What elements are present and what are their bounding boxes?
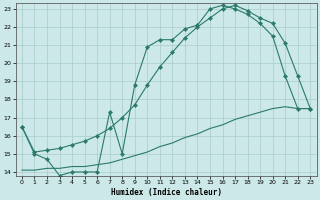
X-axis label: Humidex (Indice chaleur): Humidex (Indice chaleur) [111,188,221,197]
